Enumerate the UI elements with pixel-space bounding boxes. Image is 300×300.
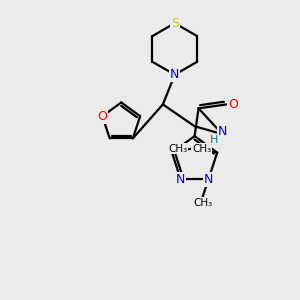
Text: CH₃: CH₃ xyxy=(192,144,211,154)
Text: H: H xyxy=(210,135,219,145)
Text: CH₃: CH₃ xyxy=(168,144,188,154)
Text: S: S xyxy=(171,17,179,30)
Text: N: N xyxy=(218,125,227,138)
Text: N: N xyxy=(176,172,185,186)
Text: CH₃: CH₃ xyxy=(193,198,212,208)
Text: O: O xyxy=(228,98,238,111)
Text: N: N xyxy=(170,68,179,81)
Text: O: O xyxy=(98,110,107,123)
Text: N: N xyxy=(204,172,213,186)
